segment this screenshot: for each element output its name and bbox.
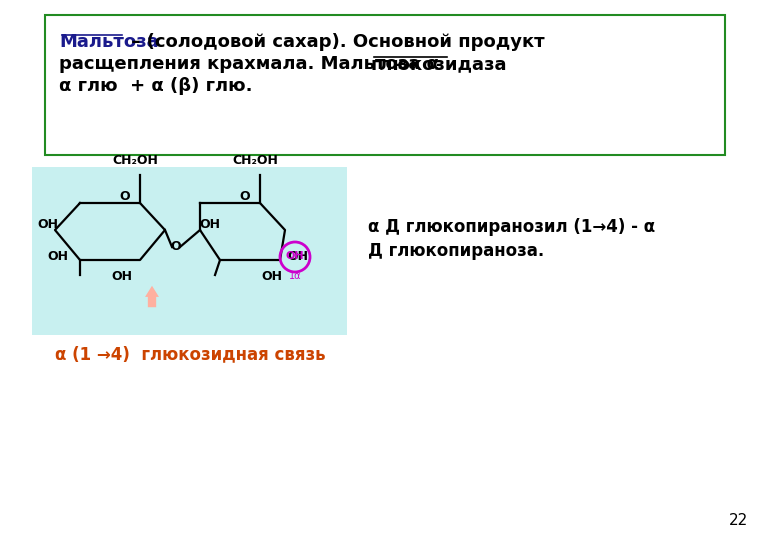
Text: O: O: [171, 240, 181, 253]
FancyBboxPatch shape: [45, 15, 725, 155]
Text: OH: OH: [288, 251, 309, 264]
FancyArrowPatch shape: [145, 286, 159, 307]
Text: α глю  + α (β) глю.: α глю + α (β) глю.: [59, 77, 253, 95]
Text: α (1 →4)  глюкозидная связь: α (1 →4) глюкозидная связь: [55, 345, 325, 363]
Text: OH: OH: [48, 251, 69, 264]
Text: OH: OH: [261, 271, 282, 284]
Text: CH₂OH: CH₂OH: [112, 154, 158, 167]
FancyBboxPatch shape: [32, 167, 347, 335]
Text: OH: OH: [285, 251, 304, 261]
Text: 22: 22: [729, 513, 748, 528]
Text: Д глюкопираноза.: Д глюкопираноза.: [368, 242, 544, 260]
Text: 1α: 1α: [289, 271, 301, 281]
Text: O: O: [119, 191, 130, 204]
Text: – (солодовой сахар). Основной продукт: – (солодовой сахар). Основной продукт: [125, 33, 544, 51]
Text: CH₂OH: CH₂OH: [232, 154, 278, 167]
Text: O: O: [239, 191, 250, 204]
Text: OH: OH: [37, 219, 58, 232]
Text: глюкозидаза: глюкозидаза: [371, 55, 508, 73]
Text: OH: OH: [200, 219, 221, 232]
Text: Мальтоза: Мальтоза: [59, 33, 158, 51]
Text: α Д глюкопиранозил (1→4) - α: α Д глюкопиранозил (1→4) - α: [368, 218, 655, 236]
Text: расщепления крахмала. Мальтоза α: расщепления крахмала. Мальтоза α: [59, 55, 445, 73]
Text: OH: OH: [112, 271, 133, 284]
